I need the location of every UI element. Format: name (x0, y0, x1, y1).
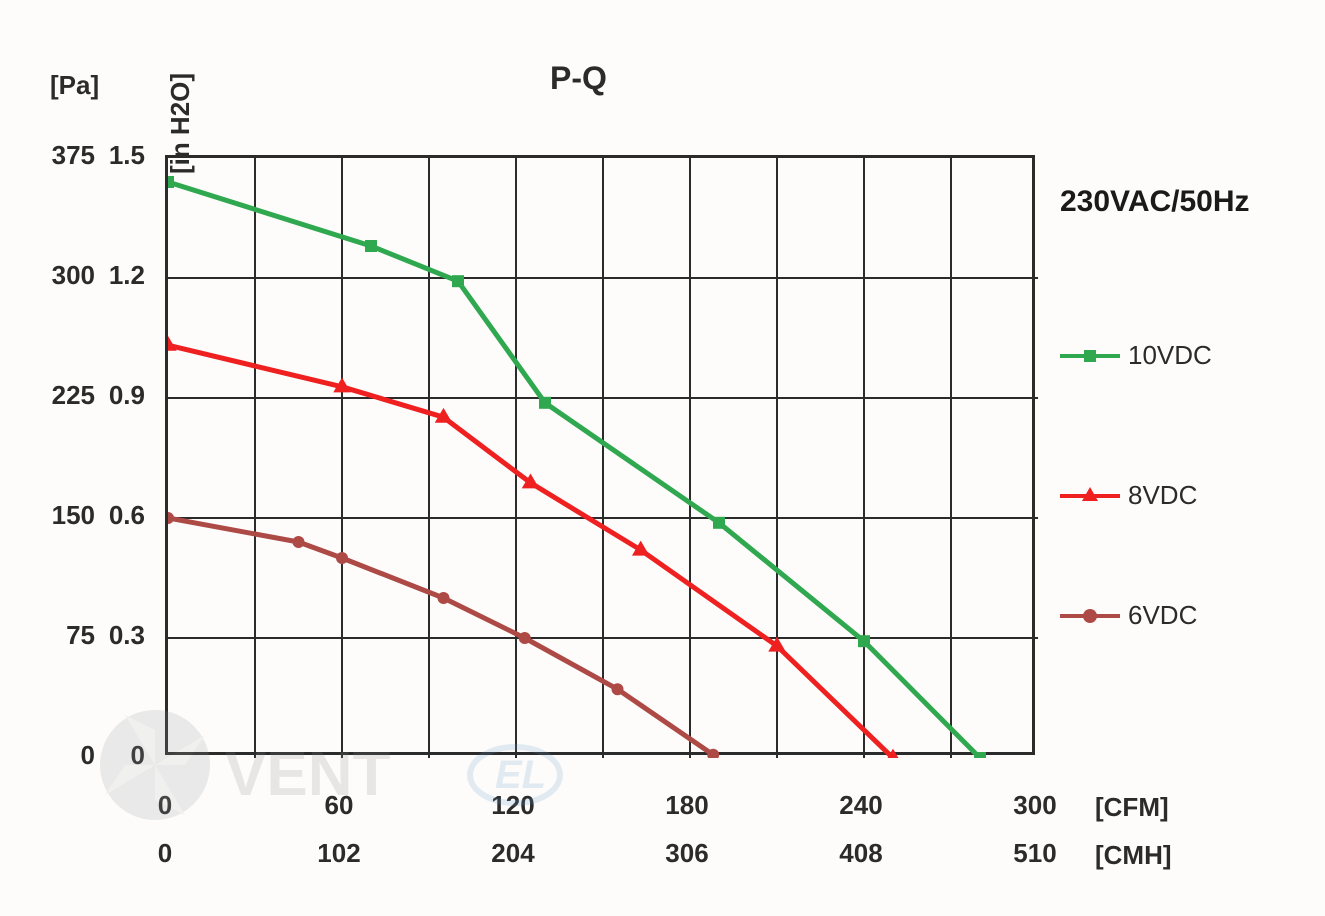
y-tick-inh2o: 0.6 (105, 500, 145, 531)
x-tick-cfm: 240 (831, 790, 891, 821)
legend-item-8vdc: 8VDC (1060, 480, 1197, 511)
y-tick-inh2o: 1.2 (105, 260, 145, 291)
legend-marker-icon (1060, 483, 1120, 509)
x-tick-cfm: 180 (657, 790, 717, 821)
plot-area (165, 155, 1035, 755)
legend-title: 230VAC/50Hz (1060, 185, 1250, 219)
y-tick-pa: 0 (45, 740, 95, 771)
y-tick-pa: 75 (45, 620, 95, 651)
svg-text:EL: EL (495, 753, 546, 797)
x-axis-label-cfm: [CFM] (1095, 792, 1169, 823)
y-tick-pa: 300 (45, 260, 95, 291)
watermark: VENT EL (100, 680, 580, 860)
y-tick-inh2o: 0.9 (105, 380, 145, 411)
x-tick-cmh: 306 (657, 838, 717, 869)
x-tick-cmh: 408 (831, 838, 891, 869)
x-tick-cmh: 510 (1005, 838, 1065, 869)
legend-item-6vdc: 6VDC (1060, 600, 1197, 631)
svg-text:VENT: VENT (225, 740, 390, 809)
x-tick-cfm: 300 (1005, 790, 1065, 821)
y-tick-inh2o: 0.3 (105, 620, 145, 651)
legend-label: 8VDC (1128, 480, 1197, 511)
chart-title: P-Q (550, 60, 607, 97)
y-tick-pa: 375 (45, 140, 95, 171)
y-tick-inh2o: 1.5 (105, 140, 145, 171)
legend-label: 10VDC (1128, 340, 1212, 371)
legend-label: 6VDC (1128, 600, 1197, 631)
x-axis-label-cmh: [CMH] (1095, 840, 1172, 871)
legend-marker-icon (1060, 343, 1120, 369)
y-tick-pa: 150 (45, 500, 95, 531)
y-tick-pa: 225 (45, 380, 95, 411)
legend-item-10vdc: 10VDC (1060, 340, 1212, 371)
plot-svg (168, 158, 1038, 758)
y-axis-label-pa: [Pa] (50, 70, 99, 101)
legend-marker-icon (1060, 603, 1120, 629)
y-axis-label-inh2o: [in H2O] (130, 108, 231, 139)
chart-container: P-Q [Pa] [in H2O] 075150225300375 00.30.… (0, 0, 1325, 916)
